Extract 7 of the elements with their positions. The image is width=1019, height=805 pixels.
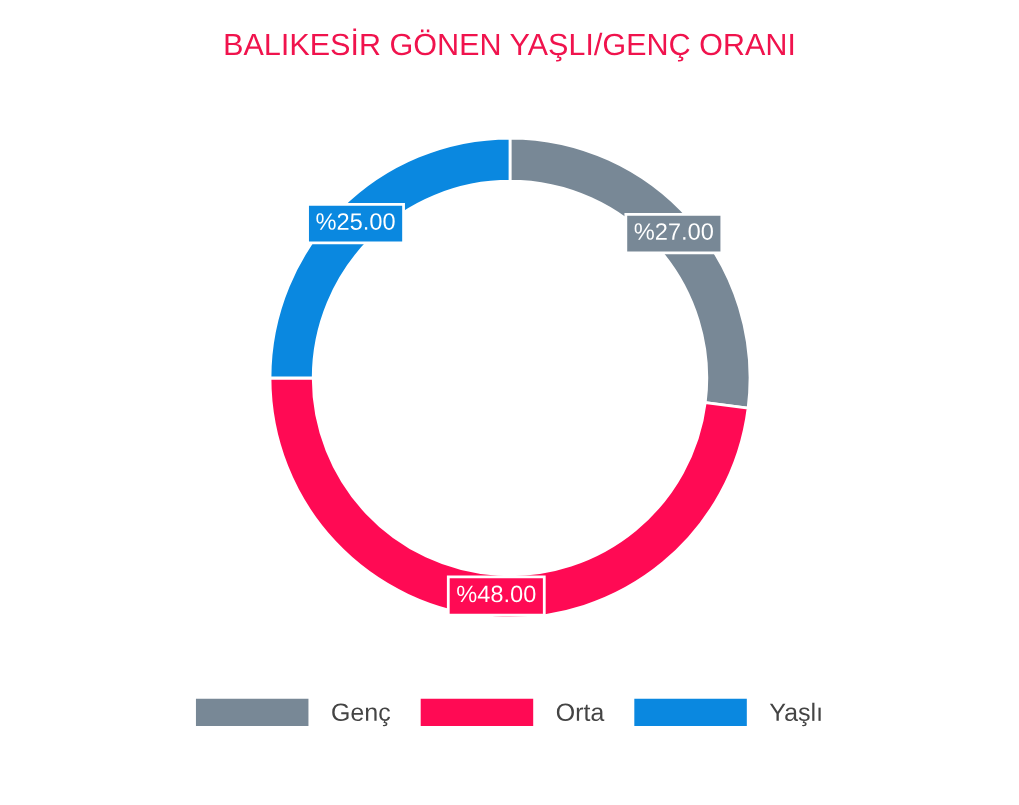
chart-title: BALIKESİR GÖNEN YAŞLI/GENÇ ORANI xyxy=(225,28,794,62)
legend-label: Genç xyxy=(332,703,391,727)
data-label: %25.00 xyxy=(316,213,395,230)
legend-label: Yaşlı xyxy=(769,702,821,727)
legend-label: Orta xyxy=(556,703,605,722)
data-label: %27.00 xyxy=(634,223,713,240)
data-label: %48.00 xyxy=(457,585,536,603)
